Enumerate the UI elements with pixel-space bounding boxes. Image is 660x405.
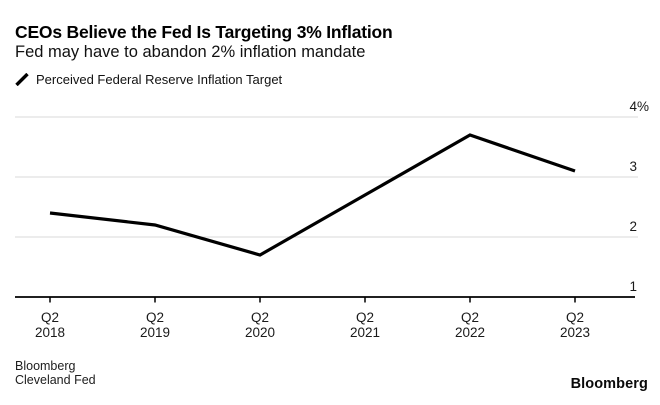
x-axis-label-quarter: Q2 [461,310,479,325]
source-line-2: Cleveland Fed [15,372,96,387]
source-note: Bloomberg Cleveland Fed [15,359,96,387]
line-chart: 1234%Q22018Q22019Q22020Q22021Q22022Q2202… [15,99,649,340]
x-axis-label-year: 2022 [455,325,485,340]
legend-label: Perceived Federal Reserve Inflation Targ… [36,72,283,87]
y-axis-tick-label: 1 [629,279,637,294]
y-axis-tick-label: 3 [629,159,637,174]
x-axis-label-year: 2019 [140,325,170,340]
x-axis-label-quarter: Q2 [251,310,269,325]
x-axis-label-year: 2020 [245,325,275,340]
x-axis-label-year: 2018 [35,325,65,340]
source-line-1: Bloomberg [15,359,76,373]
legend: Perceived Federal Reserve Inflation Targ… [15,72,282,87]
x-axis-label-quarter: Q2 [146,310,164,325]
line-series-swatch-icon [15,73,29,86]
y-axis-tick-label: 4% [629,99,649,114]
x-axis-label-year: 2023 [560,325,590,340]
bloomberg-logo: Bloomberg [570,376,648,392]
x-axis-label-quarter: Q2 [41,310,59,325]
x-axis-label-quarter: Q2 [566,310,584,325]
x-axis-label-year: 2021 [350,325,380,340]
x-axis-label-quarter: Q2 [356,310,374,325]
chart-subtitle: Fed may have to abandon 2% inflation man… [15,43,366,61]
chart-title: CEOs Believe the Fed Is Targeting 3% Inf… [15,22,393,42]
y-axis-tick-label: 2 [629,219,637,234]
series-line [49,133,576,257]
